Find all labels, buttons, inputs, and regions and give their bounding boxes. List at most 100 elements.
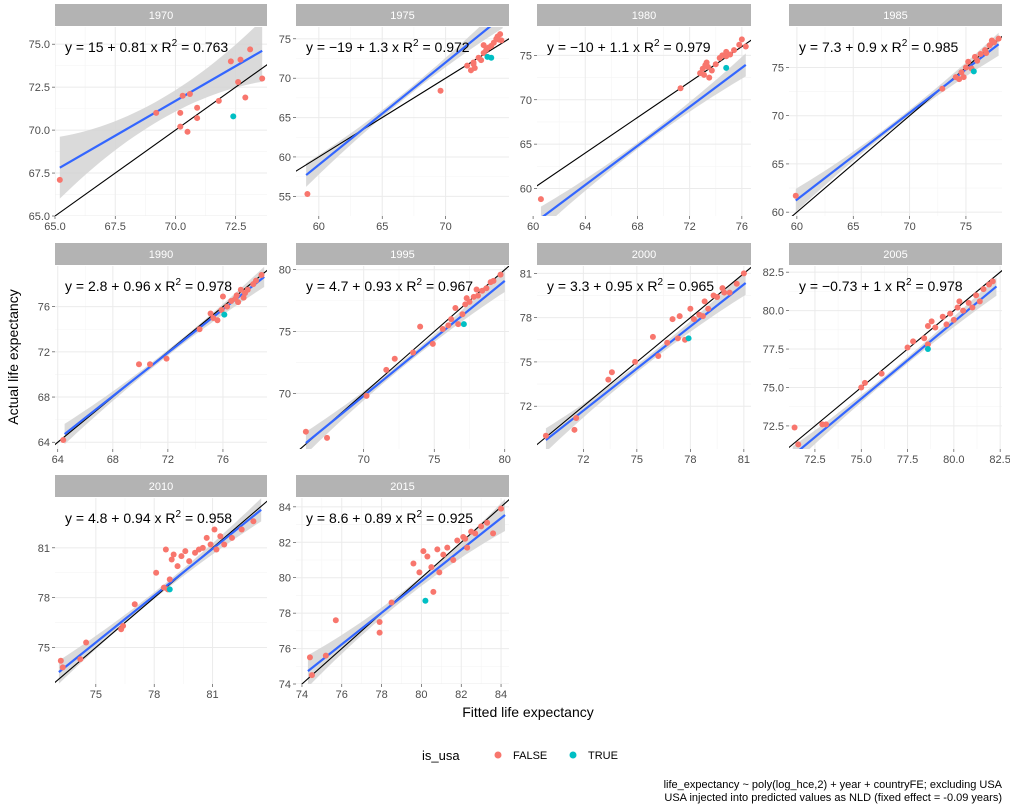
y-tick-label: 75 (520, 357, 532, 369)
y-tick-label: 75 (38, 642, 50, 654)
data-point-false (490, 277, 497, 284)
facet-panel-1975: 1975 y = −19 + 1.3 x R2 = 0.972 60 65 70 55 60… (279, 4, 509, 233)
equation-label: y = 3.3 + 0.95 x R2 = 0.965 (547, 277, 714, 294)
data-point-false (452, 305, 459, 312)
identity-line (537, 39, 751, 187)
data-point-false (388, 599, 395, 606)
regression-line (798, 285, 998, 449)
data-point-false (980, 286, 987, 293)
data-point-false (410, 349, 417, 356)
data-point-false (420, 548, 427, 555)
data-point-false (308, 672, 315, 679)
data-point-false (924, 322, 931, 329)
x-tick-label: 78 (148, 689, 160, 701)
data-point-false (302, 428, 309, 435)
data-point-true (723, 64, 730, 71)
data-point-false (445, 322, 452, 329)
data-point-false (910, 338, 917, 345)
data-point-false (237, 286, 244, 293)
y-tick-label: 64 (38, 437, 50, 449)
y-tick-label: 65.0 (29, 211, 50, 223)
y-tick-label: 80 (279, 573, 291, 585)
facet-strip (55, 243, 267, 265)
data-point-false (207, 541, 214, 548)
data-point-false (462, 535, 469, 542)
y-tick-label: 75 (772, 63, 784, 75)
data-point-false (976, 298, 983, 305)
data-point-false (437, 87, 444, 94)
equation-label: y = 4.7 + 0.93 x R2 = 0.967 (306, 277, 473, 294)
x-tick-label: 64 (579, 221, 591, 233)
x-tick-label: 76 (336, 689, 348, 701)
data-point-false (791, 424, 798, 431)
data-point-false (235, 78, 242, 85)
data-point-false (196, 326, 203, 333)
data-point-false (495, 36, 502, 43)
facet-strip-label: 1980 (632, 10, 656, 22)
x-tick-label: 81 (206, 689, 218, 701)
equation-label: y = 15 + 0.81 x R2 = 0.763 (65, 38, 228, 55)
facet-strip-label: 1985 (883, 10, 907, 22)
x-tick-label: 78 (684, 454, 696, 466)
data-point-true (221, 311, 228, 318)
data-point-false (478, 523, 485, 530)
facet-panel-2015: 2015 y = 8.6 + 0.89 x R2 = 0.925 74 76 78 80 8… (279, 475, 509, 701)
data-point-false (199, 544, 206, 551)
data-point-false (956, 76, 963, 83)
y-tick-label: 72.5 (29, 82, 50, 94)
data-point-false (484, 519, 491, 526)
plot-area (55, 266, 267, 446)
plot-area (299, 266, 509, 449)
confidence-ribbon (792, 277, 997, 449)
data-point-false (436, 569, 443, 576)
data-point-false (376, 629, 383, 636)
data-point-false (701, 298, 708, 305)
data-point-false (792, 192, 799, 199)
identity-line (55, 64, 267, 216)
data-point-false (480, 42, 487, 49)
data-point-false (470, 59, 477, 66)
legend-label-false: FALSE (513, 750, 547, 762)
plot-area (55, 27, 267, 216)
plot-area (537, 266, 751, 449)
caption-line-1: life_expectancy ~ poly(log_hce,2) + year… (664, 779, 1003, 791)
y-tick-label: 78 (38, 593, 50, 605)
y-tick-label: 76 (38, 302, 50, 314)
facet-panel-2000: 2000 y = 3.3 + 0.95 x R2 = 0.965 72 75 78 81 7… (520, 243, 751, 466)
plot-area (789, 269, 1002, 449)
data-point-false (928, 318, 935, 325)
data-point-false (795, 441, 802, 448)
y-tick-label: 81 (38, 543, 50, 555)
data-point-false (455, 321, 462, 328)
data-point-true (460, 321, 467, 328)
data-point-false (424, 553, 431, 560)
x-tick-label: 65.0 (44, 221, 65, 233)
regression-line (795, 43, 1000, 202)
facet-panel-1970: 1970 y = 15 + 0.81 x R2 = 0.763 65.0 67.5 70… (29, 4, 267, 233)
data-point-false (217, 533, 224, 540)
x-tick-label: 75.0 (851, 454, 872, 466)
data-point-false (153, 109, 160, 116)
data-point-false (416, 569, 423, 576)
data-point-false (417, 323, 424, 330)
facet-strip-label: 1990 (149, 249, 173, 261)
data-point-false (232, 295, 239, 302)
data-point-false (649, 333, 656, 340)
y-tick-label: 70 (279, 73, 291, 85)
data-point-false (146, 361, 153, 368)
facet-strip-label: 2005 (883, 249, 907, 261)
data-point-false (939, 85, 946, 92)
regression-line (58, 508, 262, 674)
x-axis-title: Fitted life expectancy (462, 704, 594, 720)
plot-area (296, 27, 509, 197)
facet-strip-label: 1995 (390, 249, 414, 261)
data-point-false (464, 62, 471, 69)
x-tick-label: 68 (631, 221, 643, 233)
data-point-false (179, 92, 186, 99)
data-point-false (434, 546, 441, 553)
data-point-false (59, 664, 66, 671)
y-tick-label: 75 (520, 50, 532, 62)
y-axis-title: Actual life expectancy (5, 289, 21, 424)
data-point-false (954, 304, 961, 311)
identity-line (55, 500, 267, 684)
